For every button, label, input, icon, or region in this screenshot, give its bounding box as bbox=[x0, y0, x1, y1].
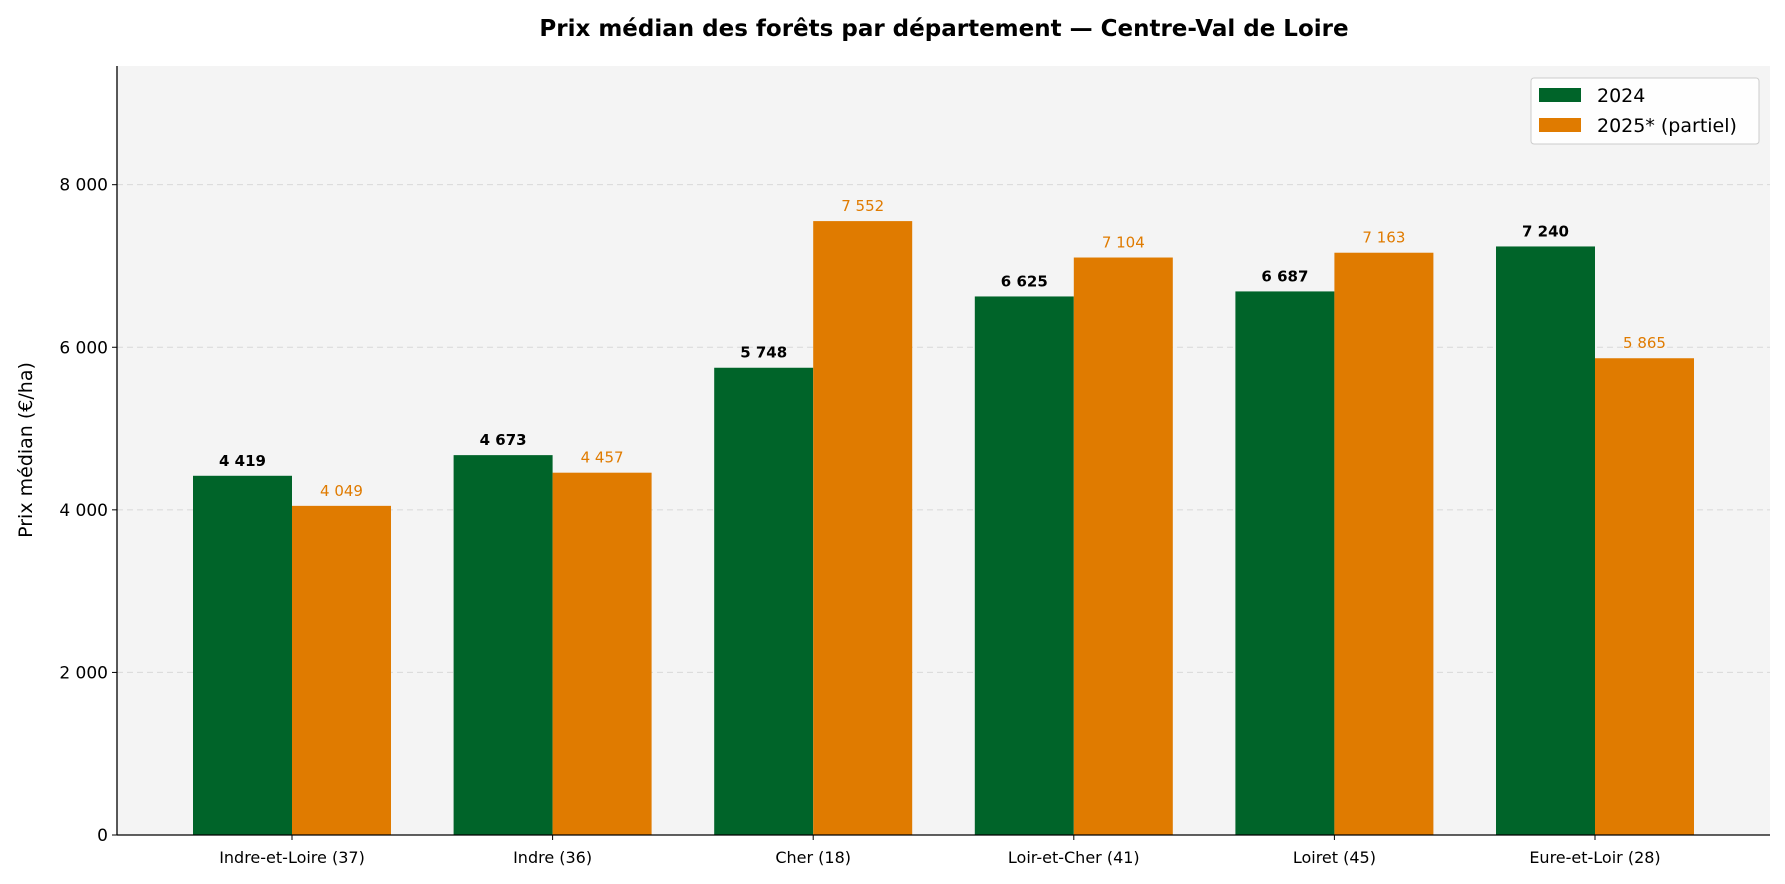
data-label: 5 748 bbox=[740, 344, 787, 362]
legend-swatch-2025 bbox=[1539, 118, 1581, 132]
x-tick-label: Loiret (45) bbox=[1293, 848, 1376, 867]
bar-2024-1 bbox=[453, 455, 553, 835]
data-label: 5 865 bbox=[1623, 334, 1666, 352]
bar-2025-0 bbox=[292, 505, 391, 835]
bar-2025-4 bbox=[1334, 252, 1434, 836]
legend-label-2025: 2025* (partiel) bbox=[1597, 115, 1737, 137]
data-label: 7 552 bbox=[841, 197, 884, 215]
data-label: 4 049 bbox=[320, 482, 363, 500]
data-label: 4 673 bbox=[480, 431, 527, 449]
data-label: 6 687 bbox=[1261, 267, 1308, 285]
y-tick-label: 6 000 bbox=[59, 338, 108, 358]
bar-2024-4 bbox=[1235, 291, 1335, 836]
legend-swatch-2024 bbox=[1539, 88, 1581, 102]
bar-2024-0 bbox=[193, 475, 292, 835]
plot-area bbox=[117, 66, 1770, 835]
x-tick-label: Indre (36) bbox=[513, 848, 592, 867]
data-label: 7 163 bbox=[1362, 229, 1405, 247]
y-tick-label: 0 bbox=[97, 826, 108, 846]
chart-title: Prix médian des forêts par département —… bbox=[539, 16, 1348, 42]
y-axis-label: Prix médian (€/ha) bbox=[15, 362, 37, 538]
x-tick-label: Eure-et-Loir (28) bbox=[1529, 848, 1660, 867]
y-tick-label: 8 000 bbox=[59, 176, 108, 196]
data-label: 7 104 bbox=[1102, 234, 1145, 252]
data-label: 4 457 bbox=[581, 449, 624, 467]
data-label: 6 625 bbox=[1001, 272, 1048, 290]
y-tick-label: 2 000 bbox=[59, 663, 108, 683]
x-tick-label: Cher (18) bbox=[775, 848, 851, 867]
y-tick-label: 4 000 bbox=[59, 501, 108, 521]
legend-label-2024: 2024 bbox=[1597, 85, 1645, 107]
bar-2025-1 bbox=[552, 472, 652, 835]
x-tick-label: Loir-et-Cher (41) bbox=[1008, 848, 1140, 867]
bar-2024-5 bbox=[1496, 246, 1595, 835]
legend: 2024 2025* (partiel) bbox=[1530, 77, 1760, 145]
data-label: 4 419 bbox=[219, 452, 266, 470]
legend-box bbox=[1530, 77, 1760, 145]
data-label: 7 240 bbox=[1522, 222, 1569, 240]
bar-2024-3 bbox=[974, 296, 1074, 835]
bar-2025-2 bbox=[813, 221, 913, 835]
x-tick-label: Indre-et-Loire (37) bbox=[219, 848, 365, 867]
bar-2025-5 bbox=[1595, 358, 1694, 835]
bar-2024-2 bbox=[714, 367, 814, 835]
bar-2025-3 bbox=[1073, 257, 1173, 835]
